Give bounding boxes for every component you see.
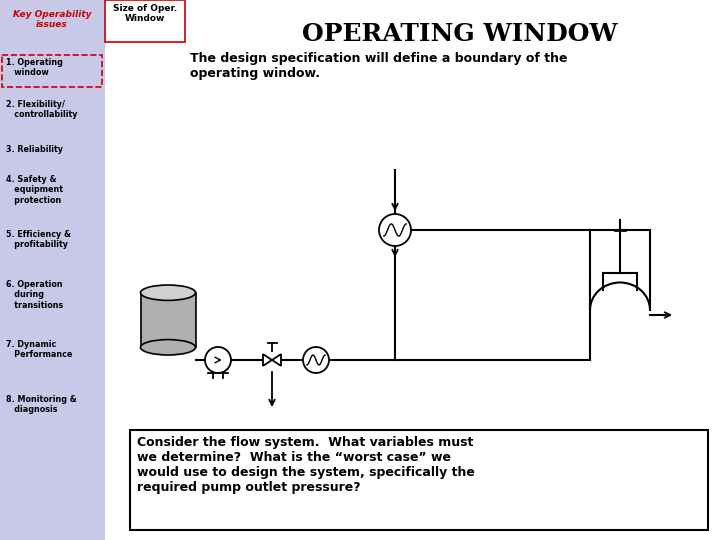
Text: OPERATING WINDOW: OPERATING WINDOW bbox=[302, 22, 618, 46]
Text: 2. Flexibility/
   controllability: 2. Flexibility/ controllability bbox=[6, 100, 78, 119]
Ellipse shape bbox=[140, 285, 196, 300]
Text: 8. Monitoring &
   diagnosis: 8. Monitoring & diagnosis bbox=[6, 395, 77, 414]
Bar bbox=[130, 430, 708, 530]
Circle shape bbox=[205, 347, 231, 373]
Text: Size of Oper.
Window: Size of Oper. Window bbox=[113, 4, 177, 23]
Bar bbox=[140, 293, 196, 347]
Bar bbox=[105, 0, 185, 42]
Text: 7. Dynamic
   Performance: 7. Dynamic Performance bbox=[6, 340, 73, 360]
Bar bbox=[2, 55, 102, 87]
Polygon shape bbox=[272, 354, 281, 366]
Text: 3. Reliability: 3. Reliability bbox=[6, 145, 63, 154]
Text: 4. Safety &
   equipment
   protection: 4. Safety & equipment protection bbox=[6, 175, 63, 205]
Text: 5. Efficiency &
   profitability: 5. Efficiency & profitability bbox=[6, 230, 71, 249]
Text: The design specification will define a boundary of the
operating window.: The design specification will define a b… bbox=[190, 52, 567, 80]
Polygon shape bbox=[263, 354, 272, 366]
Text: 6. Operation
   during
   transitions: 6. Operation during transitions bbox=[6, 280, 63, 310]
FancyBboxPatch shape bbox=[590, 231, 649, 309]
Text: Consider the flow system.  What variables must
we determine?  What is the “worst: Consider the flow system. What variables… bbox=[137, 436, 475, 494]
Circle shape bbox=[379, 214, 411, 246]
Ellipse shape bbox=[140, 340, 196, 355]
Bar bbox=[0, 0, 105, 540]
Circle shape bbox=[303, 347, 329, 373]
Text: Key Operability
issues: Key Operability issues bbox=[13, 10, 91, 29]
Text: 1. Operating
   window: 1. Operating window bbox=[6, 58, 63, 77]
